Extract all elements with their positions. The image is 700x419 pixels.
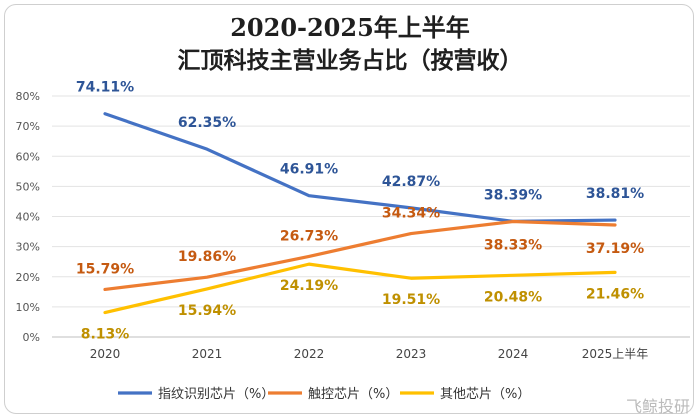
data-label: 15.79%: [76, 261, 134, 277]
series-line: [103, 262, 617, 315]
y-tick-label: 40%: [16, 211, 40, 224]
data-label: 38.33%: [484, 238, 542, 254]
data-label: 62.35%: [178, 115, 236, 131]
y-tick-label: 80%: [16, 90, 40, 103]
y-tick-label: 0%: [23, 331, 40, 344]
legend-label: 指纹识别芯片（%）: [158, 387, 274, 402]
chart-frame: [4, 4, 694, 414]
data-label: 21.46%: [586, 286, 644, 302]
data-label: 74.11%: [76, 80, 134, 96]
y-tick-label: 30%: [16, 241, 40, 254]
data-label: 38.39%: [484, 187, 542, 203]
x-tick-label: 2024: [498, 347, 529, 361]
data-label: 15.94%: [178, 303, 236, 319]
data-label: 19.51%: [382, 292, 440, 308]
y-tick-label: 20%: [16, 271, 40, 284]
legend-label: 触控芯片（%）: [308, 387, 398, 402]
data-label: 19.86%: [178, 249, 236, 265]
data-label: 24.19%: [280, 278, 338, 294]
data-label: 42.87%: [382, 174, 440, 190]
data-label: 34.34%: [382, 206, 440, 222]
y-tick-label: 50%: [16, 180, 40, 193]
chart-subtitle: 汇顶科技主营业务占比（按营收）: [177, 47, 523, 74]
data-label: 8.13%: [81, 327, 130, 343]
x-tick-label: 2023: [396, 347, 427, 361]
x-tick-label: 2022: [294, 347, 325, 361]
chart-title: 2020-2025年上半年: [230, 13, 470, 42]
y-tick-label: 60%: [16, 150, 40, 163]
y-tick-label: 70%: [16, 120, 40, 133]
data-label: 38.81%: [586, 186, 644, 202]
watermark-text: 飞鲸投研: [625, 397, 690, 416]
data-label: 46.91%: [280, 162, 338, 178]
x-tick-label: 2021: [192, 347, 223, 361]
data-label: 26.73%: [280, 228, 338, 244]
series-line: [103, 219, 617, 292]
y-tick-label: 10%: [16, 301, 40, 314]
x-tick-label: 2020: [90, 347, 121, 361]
data-label: 37.19%: [586, 241, 644, 257]
data-label: 20.48%: [484, 289, 542, 305]
x-tick-label: 2025上半年: [582, 347, 649, 361]
legend-label: 其他芯片（%）: [440, 387, 530, 402]
